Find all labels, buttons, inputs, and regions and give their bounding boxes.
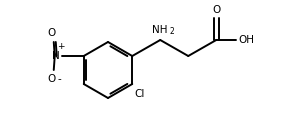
Text: N: N	[52, 51, 60, 61]
Text: O: O	[212, 5, 220, 15]
Text: OH: OH	[238, 35, 254, 45]
Text: O: O	[48, 28, 56, 38]
Text: -: -	[58, 74, 62, 84]
Text: NH: NH	[152, 25, 168, 35]
Text: +: +	[57, 42, 65, 51]
Text: 2: 2	[169, 27, 174, 36]
Text: O: O	[48, 74, 56, 84]
Text: Cl: Cl	[134, 89, 145, 99]
